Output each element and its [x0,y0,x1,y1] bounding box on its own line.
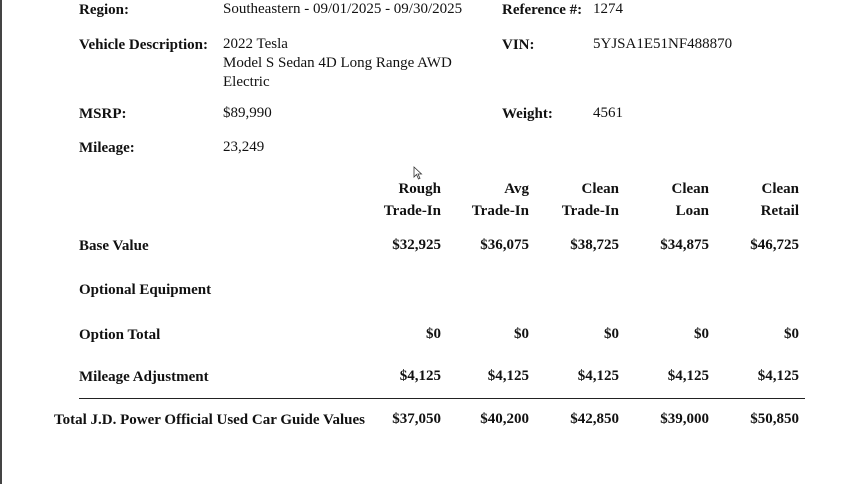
field-label: Region: [79,2,129,18]
cell-value: $34,875 [660,237,709,253]
cell-value: $36,075 [480,237,529,253]
mouse-cursor [413,166,423,180]
cell-value: $4,125 [399,368,441,384]
field-label: Reference #: [502,2,583,18]
field-value: Model S Sedan 4D Long Range AWD [223,55,452,71]
field-value: Electric [223,74,270,90]
cell-value: $4,125 [757,368,799,384]
row-label: Base Value [79,238,149,254]
row-label: Mileage Adjustment [79,369,209,385]
field-value: 23,249 [223,139,265,155]
field-value: Southeastern - 09/01/2025 - 09/30/2025 [223,1,463,17]
field-label: VIN: [502,37,535,53]
row-label: Option Total [79,327,161,343]
cell-value: $4,125 [487,368,529,384]
total-rule [79,398,805,399]
total-value: $37,050 [392,411,441,427]
column-header: Retail [760,203,799,219]
total-value: $39,000 [660,411,709,427]
cell-value: $4,125 [667,368,709,384]
column-header: Clean [761,181,800,197]
total-value: $40,200 [480,411,529,427]
cell-value: $0 [604,326,619,342]
column-header: Loan [675,203,709,219]
field-label: Mileage: [79,140,135,156]
column-header: Trade-In [471,203,529,219]
column-header: Trade-In [561,203,619,219]
cell-value: $0 [514,326,529,342]
column-header: Avg [504,181,529,197]
cell-value: $0 [694,326,709,342]
cell-value: $0 [426,326,441,342]
field-value: 4561 [593,105,623,121]
column-header: Trade-In [383,203,441,219]
cell-value: $32,925 [392,237,441,253]
field-value: 1274 [593,1,623,17]
cell-value: $46,725 [750,237,799,253]
field-value: $89,990 [223,105,272,121]
column-header: Clean [581,181,620,197]
field-value: 5YJSA1E51NF488870 [593,36,733,52]
cell-value: $0 [784,326,799,342]
total-value: $42,850 [570,411,619,427]
field-value: 2022 Tesla [223,36,288,52]
total-value: $50,850 [750,411,799,427]
cell-value: $38,725 [570,237,619,253]
column-header: Rough [398,181,441,197]
cell-value: $4,125 [577,368,619,384]
left-border [0,0,2,484]
field-label: Vehicle Description: [79,37,209,53]
field-label: MSRP: [79,106,127,122]
field-label: Weight: [502,106,553,122]
column-header: Clean [671,181,710,197]
total-label: Total J.D. Power Official Used Car Guide… [54,412,365,428]
row-label: Optional Equipment [79,282,212,298]
